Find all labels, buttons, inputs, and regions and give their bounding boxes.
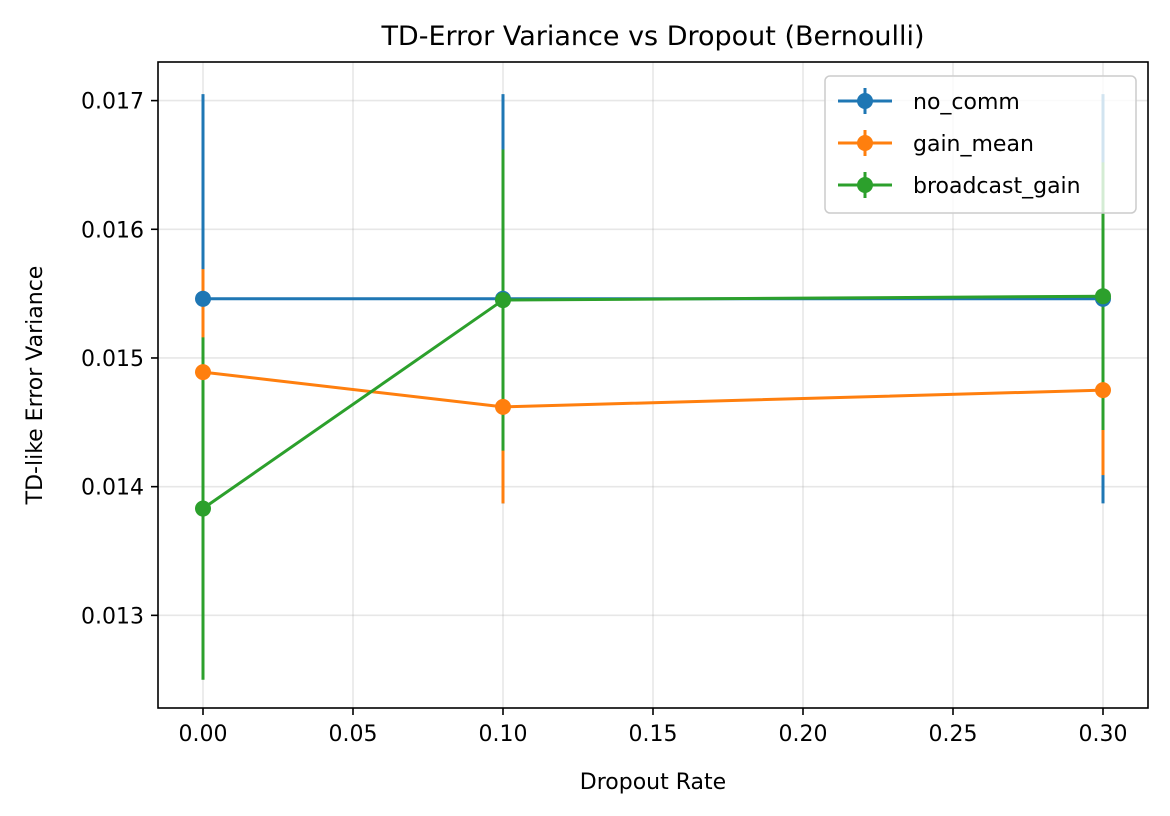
x-tick-label: 0.20 bbox=[779, 722, 828, 747]
gain_mean-legend-marker bbox=[857, 135, 873, 151]
broadcast_gain-point bbox=[495, 292, 511, 309]
gain_mean-point bbox=[1095, 382, 1111, 399]
y-axis-label: TD-like Error Variance bbox=[23, 266, 48, 506]
series-markers bbox=[195, 288, 1111, 517]
x-tick-label: 0.15 bbox=[629, 722, 678, 747]
chart-title: TD-Error Variance vs Dropout (Bernoulli) bbox=[380, 21, 924, 52]
legend-label: gain_mean bbox=[913, 132, 1034, 157]
legend-label: broadcast_gain bbox=[913, 174, 1081, 199]
y-axis-ticks: 0.013 0.014 0.015 0.016 0.017 bbox=[81, 90, 158, 629]
x-axis-label: Dropout Rate bbox=[580, 770, 726, 795]
y-tick-label: 0.015 bbox=[81, 347, 144, 372]
y-tick-label: 0.016 bbox=[81, 218, 144, 243]
legend-box bbox=[824, 75, 1137, 214]
x-tick-label: 0.30 bbox=[1079, 722, 1128, 747]
broadcast_gain-point bbox=[195, 500, 211, 517]
y-tick-label: 0.014 bbox=[81, 476, 144, 501]
legend-label: no_comm bbox=[913, 90, 1020, 115]
x-axis-ticks: 0.00 0.05 0.10 0.15 0.20 0.25 0.30 bbox=[179, 708, 1128, 747]
broadcast_gain-point bbox=[1095, 288, 1111, 305]
x-tick-label: 0.00 bbox=[179, 722, 228, 747]
no_comm-point bbox=[195, 290, 211, 307]
no_comm-legend-marker bbox=[857, 93, 873, 109]
broadcast_gain-legend-marker bbox=[857, 177, 873, 193]
y-tick-label: 0.017 bbox=[81, 90, 144, 115]
legend: no_comm gain_mean broadcast_gain bbox=[824, 75, 1137, 214]
x-tick-label: 0.10 bbox=[479, 722, 528, 747]
x-tick-label: 0.25 bbox=[929, 722, 978, 747]
gain_mean-point bbox=[195, 364, 211, 381]
y-tick-label: 0.013 bbox=[81, 604, 144, 629]
gain_mean-point bbox=[495, 398, 511, 415]
x-tick-label: 0.05 bbox=[329, 722, 378, 747]
